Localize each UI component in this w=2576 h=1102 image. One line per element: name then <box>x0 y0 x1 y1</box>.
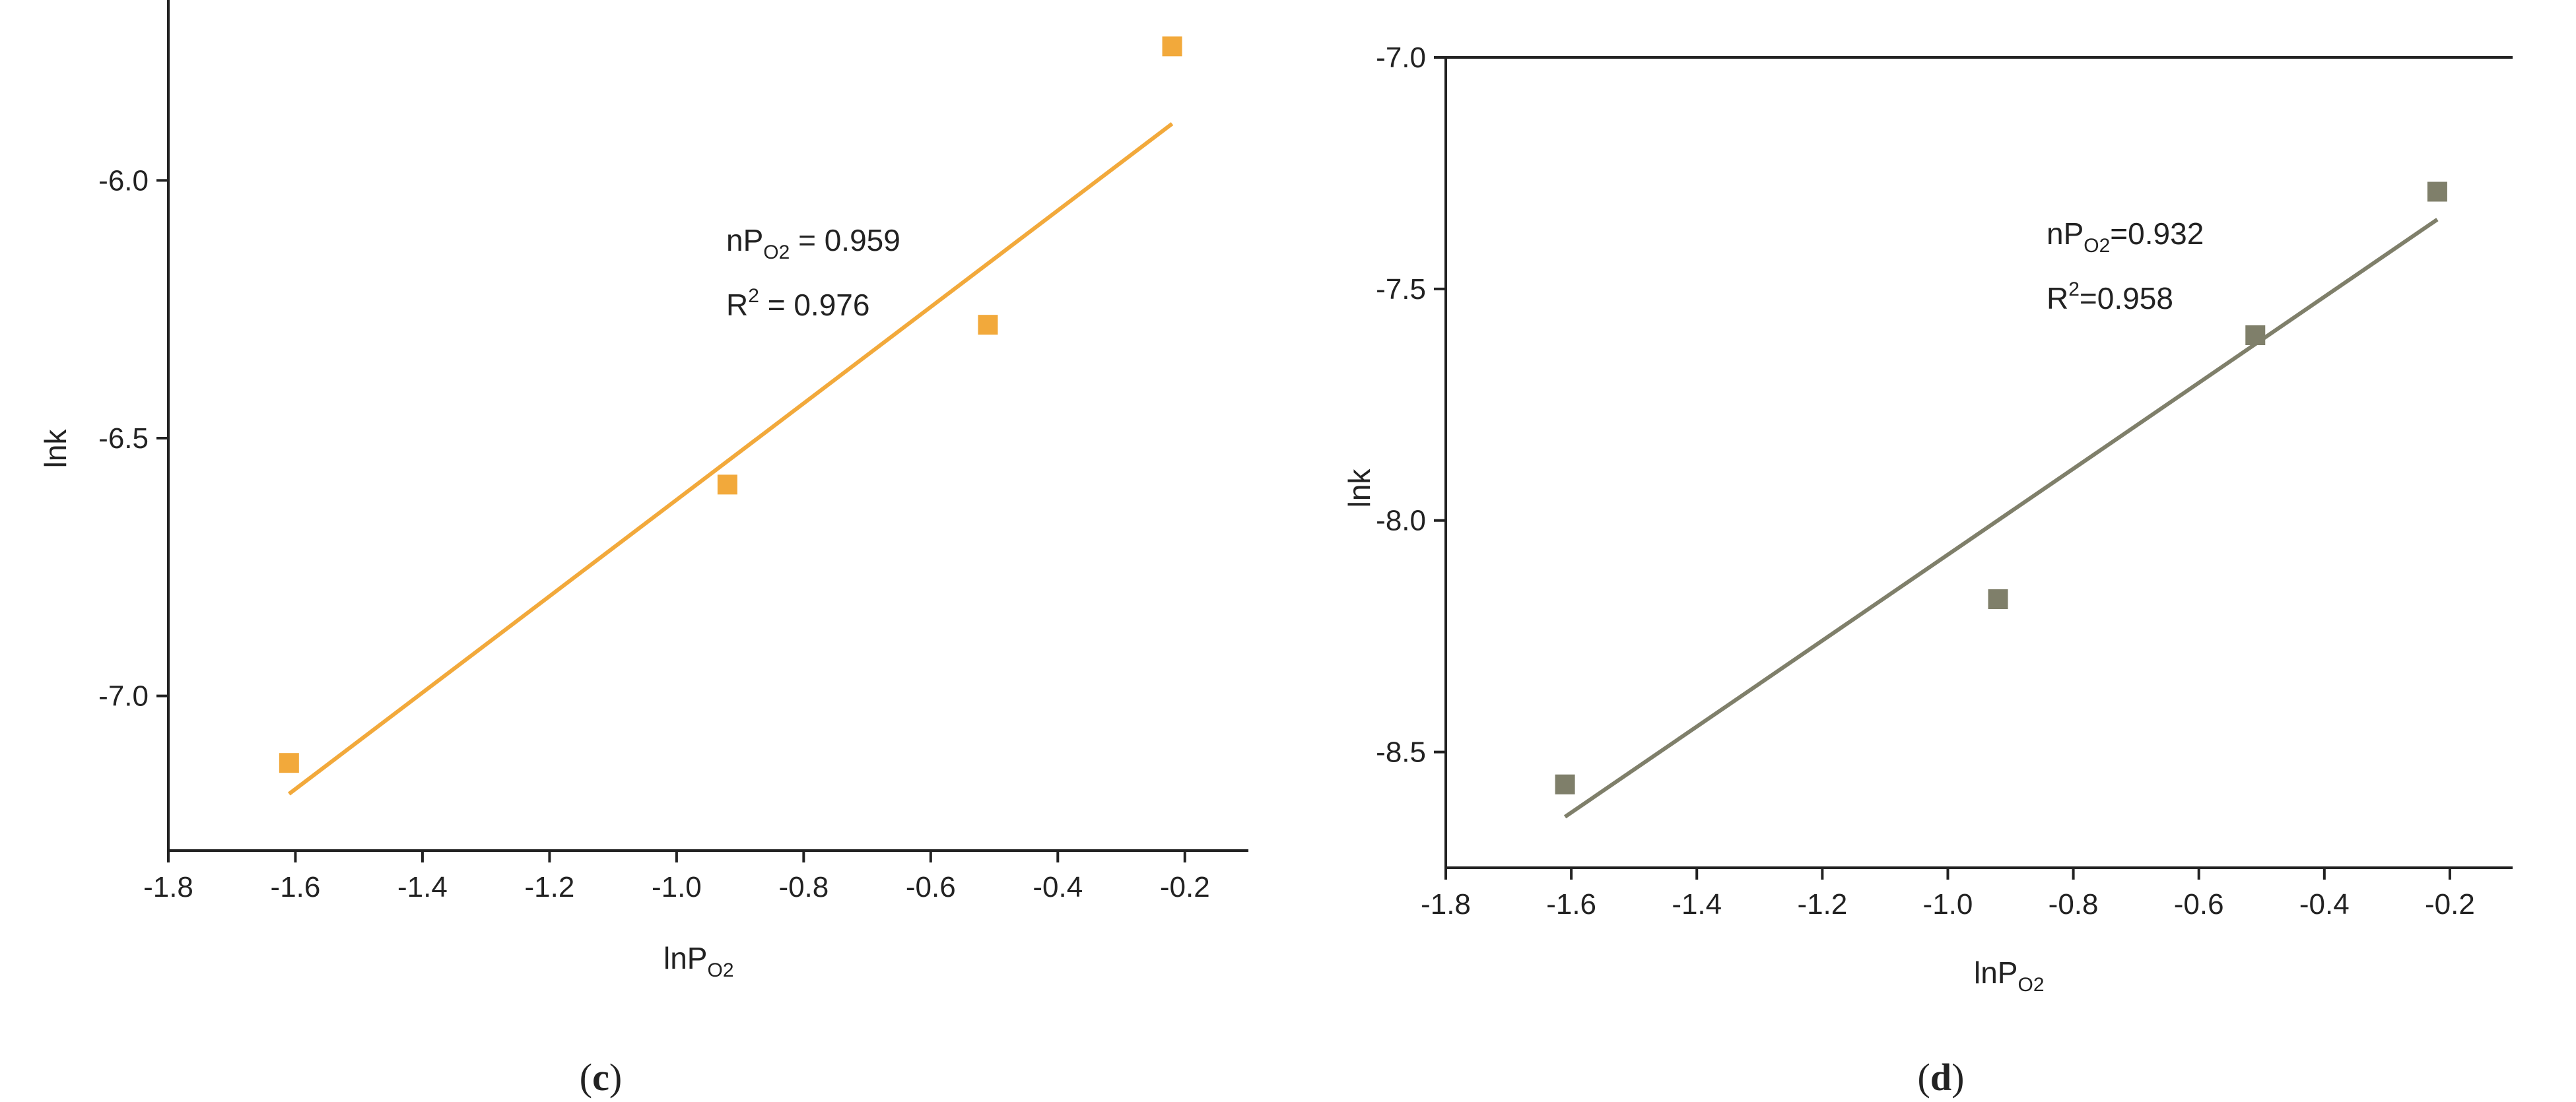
x-tick-label: -1.8 <box>1421 888 1471 921</box>
panel-c-annotation-n: nPO2 = 0.959 <box>726 223 900 263</box>
chart-panel-c: -1.8 -1.6 -1.4 -1.2 -1.0 -0.8 -0.6 -0.4 -0.2 -7.… <box>38 0 1248 1099</box>
x-tick-label: -1.8 <box>143 871 193 903</box>
x-tick-label: -0.2 <box>1160 871 1210 903</box>
data-point-square <box>717 474 737 495</box>
x-tick-label: -1.2 <box>524 871 574 903</box>
data-point-square <box>1555 774 1575 794</box>
x-tick-label: -0.4 <box>1033 871 1083 903</box>
panel-c-fit-line <box>288 122 1174 796</box>
y-tick-label: -8.0 <box>1376 505 1426 537</box>
x-tick-label: -1.6 <box>271 871 321 903</box>
panel-d-label: (d) <box>1918 1056 1965 1099</box>
y-tick-label: -6.5 <box>98 422 149 455</box>
panel-d-plot-area: -1.8 -1.6 -1.4 -1.2 -1.0 -0.8 -0.6 -0.4 -0.2 -8.… <box>1376 42 2513 921</box>
x-tick-label: -0.4 <box>2299 888 2350 921</box>
data-point-square <box>2245 325 2266 346</box>
chart-panel-d: -1.8 -1.6 -1.4 -1.2 -1.0 -0.8 -0.6 -0.4 -0.2 -8.… <box>1342 42 2513 1099</box>
panel-c-points <box>279 36 1182 773</box>
x-tick-label: -1.2 <box>1797 888 1847 921</box>
panel-c-x-axis-label: lnPO2 <box>663 941 734 981</box>
data-point-square <box>1988 589 2008 610</box>
x-tick-label: -0.2 <box>2425 888 2475 921</box>
panel-d-x-axis-label: lnPO2 <box>1974 956 2045 996</box>
x-tick-label: -1.4 <box>397 871 448 903</box>
panel-d-annotation-r2: R2=0.958 <box>2047 278 2173 315</box>
y-tick-label: -7.0 <box>1376 42 1426 74</box>
y-tick-label: -8.5 <box>1376 736 1426 769</box>
panel-d-x-ticks: -1.8 -1.6 -1.4 -1.2 -1.0 -0.8 -0.6 -0.4 -0.2 <box>1421 868 2475 921</box>
x-tick-label: -0.8 <box>2049 888 2099 921</box>
x-tick-label: -0.8 <box>778 871 829 903</box>
panel-c-y-axis-label: lnk <box>38 429 73 469</box>
panel-d-fit-line <box>1563 218 2439 819</box>
data-point-square <box>978 315 998 335</box>
panel-c-label: (c) <box>580 1056 622 1099</box>
y-tick-label: -6.0 <box>98 164 149 197</box>
x-tick-label: -0.6 <box>906 871 956 903</box>
x-tick-label: -1.0 <box>652 871 702 903</box>
panel-d-y-axis-label: lnk <box>1342 469 1376 508</box>
x-tick-label: -1.4 <box>1672 888 1722 921</box>
x-tick-label: -1.0 <box>1923 888 1973 921</box>
x-tick-label: -0.6 <box>2174 888 2224 921</box>
panel-c-plot-area: -1.8 -1.6 -1.4 -1.2 -1.0 -0.8 -0.6 -0.4 -0.2 -7.… <box>98 0 1248 903</box>
panel-d-y-ticks: -8.5 -8.0 -7.5 -7.0 <box>1376 42 1446 769</box>
panel-c-annotation-r2: R2 = 0.976 <box>726 285 869 322</box>
panel-d-points <box>1555 181 2447 794</box>
data-point-square <box>2427 181 2447 202</box>
y-tick-label: -7.5 <box>1376 273 1426 306</box>
y-tick-label: -7.0 <box>98 680 149 713</box>
panel-c-y-ticks: -7.0 -6.5 -6.0 <box>98 164 168 713</box>
x-tick-label: -1.6 <box>1546 888 1596 921</box>
data-point-square <box>279 753 299 773</box>
panel-c-x-ticks: -1.8 -1.6 -1.4 -1.2 -1.0 -0.8 -0.6 -0.4 -0.2 <box>143 851 1210 903</box>
panel-d-annotation-n: nPO2=0.932 <box>2047 216 2204 257</box>
data-point-square <box>1162 36 1182 57</box>
